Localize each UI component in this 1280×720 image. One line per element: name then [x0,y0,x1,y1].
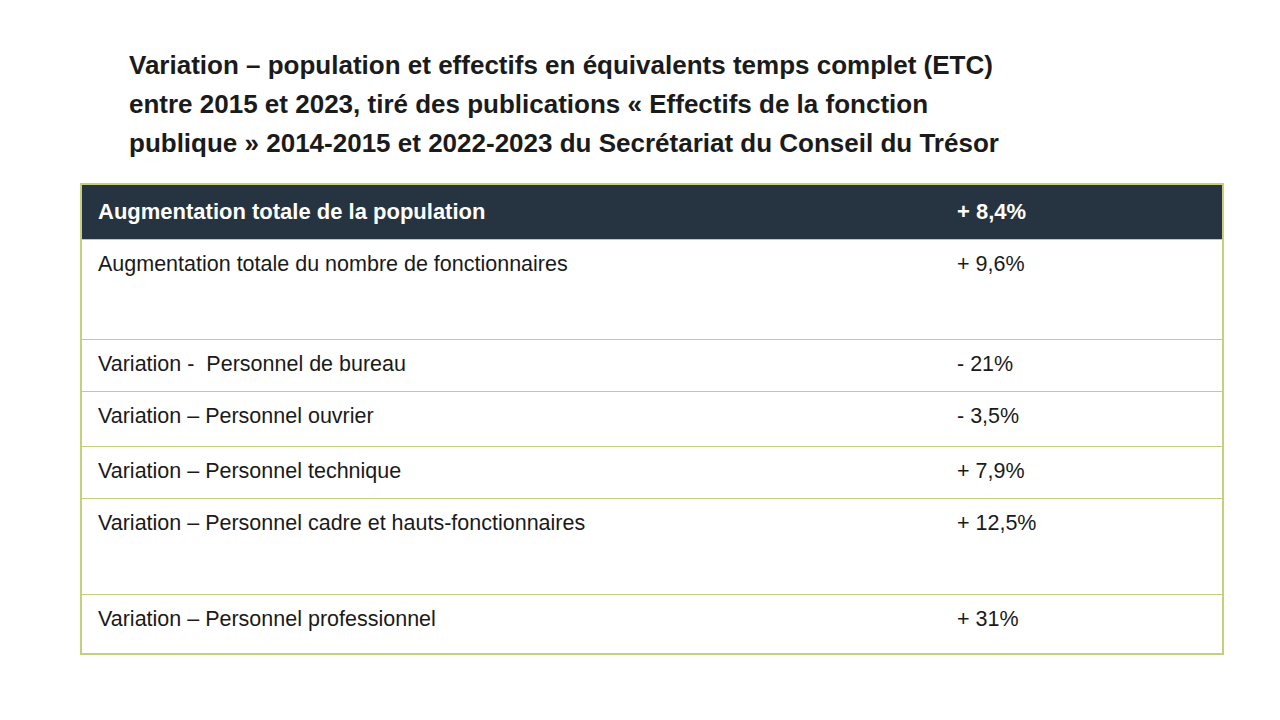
table-header-value: + 8,4% [957,199,1222,225]
slide-title-line3: publique » 2014-2015 et 2022-2023 du Sec… [129,124,1149,163]
table-row: Variation - Personnel de bureau - 21% [82,339,1222,391]
table-row: Augmentation totale du nombre de fonctio… [82,239,1222,339]
row-label: Variation – Personnel technique [82,447,957,498]
table-row: Variation – Personnel technique + 7,9% [82,446,1222,498]
slide: Variation – population et effectifs en é… [0,0,1280,720]
row-label: Variation – Personnel ouvrier [82,392,957,446]
row-label: Variation - Personnel de bureau [82,340,957,391]
table-row: Variation – Personnel professionnel + 31… [82,594,1222,653]
row-value: + 12,5% [957,499,1222,594]
row-value: + 9,6% [957,240,1222,339]
table-row: Variation – Personnel ouvrier - 3,5% [82,391,1222,446]
variation-table: Augmentation totale de la population + 8… [80,183,1224,655]
row-value: + 7,9% [957,447,1222,498]
row-value: + 31% [957,595,1222,653]
row-value: - 3,5% [957,392,1222,446]
row-value: - 21% [957,340,1222,391]
row-label: Augmentation totale du nombre de fonctio… [82,240,957,339]
slide-title-line1: Variation – population et effectifs en é… [129,46,1149,85]
table-row: Variation – Personnel cadre et hauts-fon… [82,498,1222,594]
row-label: Variation – Personnel professionnel [82,595,957,653]
row-label: Variation – Personnel cadre et hauts-fon… [82,499,957,594]
slide-title-line2: entre 2015 et 2023, tiré des publication… [129,85,1149,124]
table-header-row: Augmentation totale de la population + 8… [82,185,1222,239]
table-header-label: Augmentation totale de la population [82,199,957,225]
slide-title: Variation – population et effectifs en é… [129,46,1149,163]
